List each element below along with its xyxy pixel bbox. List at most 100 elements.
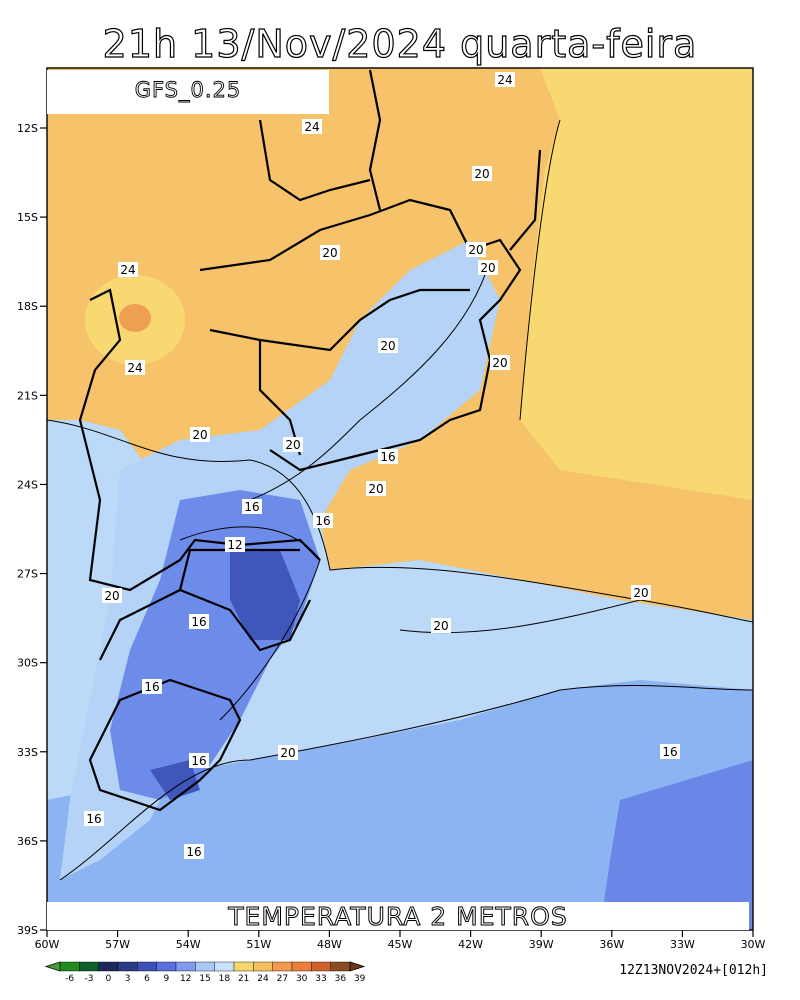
contour-label: 16 [189, 614, 209, 629]
svg-text:16: 16 [244, 500, 259, 514]
colorbar-tick-label: -6 [65, 974, 74, 984]
lat-tick-label: 24S [17, 478, 38, 491]
svg-text:24: 24 [304, 120, 319, 134]
map-fill [47, 68, 753, 930]
svg-text:20: 20 [468, 243, 483, 257]
colorbar-swatch [59, 961, 80, 972]
colorbar-swatch [156, 961, 177, 972]
political-borders [78, 69, 542, 812]
svg-text:20: 20 [633, 586, 648, 600]
lat-tick-label: 36S [17, 835, 38, 848]
svg-text:16: 16 [144, 680, 159, 694]
contour-label: 20 [190, 427, 210, 442]
svg-text:16: 16 [86, 812, 101, 826]
colorbar-tick-label: -3 [85, 974, 94, 984]
svg-text:20: 20 [480, 261, 495, 275]
colorbar-tick-label: 24 [257, 974, 269, 984]
svg-text:16: 16 [315, 514, 330, 528]
contour-label: 12 [225, 537, 245, 552]
contour-label: 16 [313, 513, 333, 528]
colorbar-tick-label: 21 [238, 974, 249, 984]
lon-tick-label: 57W [105, 938, 130, 951]
lat-tick-label: 39S [17, 924, 38, 937]
svg-text:12: 12 [227, 538, 242, 552]
colorbar-arrow-right [349, 961, 366, 972]
model-box: GFS_0.25 [47, 70, 329, 114]
lon-tick-label: 36W [599, 938, 624, 951]
contour-label: 16 [84, 811, 104, 826]
contour-label: 20 [466, 242, 486, 257]
colorbar-tick-label: 3 [125, 974, 131, 984]
contour-label: 16 [189, 753, 209, 768]
contour-label: 16 [184, 844, 204, 859]
svg-text:20: 20 [322, 246, 337, 260]
lat-tick-label: 18S [17, 300, 38, 313]
contour-labels: 24 24 20 20 20 20 24 24 20 20 20 20 16 20 16 16 12 20 20 20… [84, 72, 680, 859]
contour-label: 20 [102, 588, 122, 603]
contour-label: 24 [118, 262, 138, 277]
colorbar-tick-label: 27 [277, 974, 288, 984]
field-label: TEMPERATURA 2 METROS [228, 902, 568, 932]
contour-label: 20 [472, 166, 492, 181]
colorbar-tick-label: 12 [180, 974, 191, 984]
svg-text:20: 20 [285, 438, 300, 452]
svg-text:20: 20 [104, 589, 119, 603]
colorbar-swatch [117, 961, 138, 972]
lon-tick-label: 33W [670, 938, 695, 951]
lat-tick-label: 15S [17, 211, 38, 224]
contour-label: 16 [242, 499, 262, 514]
colorbar-swatch [330, 961, 351, 972]
lon-tick-label: 45W [388, 938, 413, 951]
colorbar-swatch [98, 961, 119, 972]
contour-lines [47, 119, 753, 881]
lat-tick-label: 33S [17, 746, 38, 759]
colorbar-swatch [253, 961, 273, 972]
lon-tick-label: 54W [176, 938, 201, 951]
svg-text:16: 16 [380, 450, 395, 464]
svg-text:16: 16 [191, 754, 206, 768]
colorbar-tick-label: 6 [144, 974, 150, 984]
contour-label: 20 [320, 245, 340, 260]
colorbar-swatch [291, 961, 312, 972]
svg-text:20: 20 [368, 482, 383, 496]
colorbar-swatch [195, 961, 215, 972]
colorbar-tick-label: 18 [219, 974, 231, 984]
model-label: GFS_0.25 [134, 78, 242, 103]
colorbar-tick-label: 15 [199, 974, 210, 984]
colorbar: -6 -3 0 3 6 9 12 15 18 21 24 27 30 33 36 39 [44, 961, 366, 984]
contour-label: 20 [631, 585, 651, 600]
contour-label: 20 [378, 338, 398, 353]
contour-label: 20 [490, 355, 510, 370]
contour-label: 20 [431, 618, 451, 633]
svg-text:16: 16 [662, 745, 677, 759]
svg-text:20: 20 [474, 167, 489, 181]
colorbar-tick-label: 39 [354, 974, 366, 984]
colorbar-tick-label: 33 [315, 974, 326, 984]
colorbar-swatch [79, 961, 99, 972]
colorbar-swatch [175, 961, 196, 972]
svg-text:24: 24 [120, 263, 135, 277]
lat-tick-label: 12S [17, 122, 38, 135]
lat-tick-label: 21S [17, 389, 38, 402]
run-label: 12Z13NOV2024+[012h] [619, 963, 768, 978]
field-box: TEMPERATURA 2 METROS [47, 902, 749, 932]
colorbar-tick-label: 9 [163, 974, 169, 984]
colorbar-tick-label: 30 [296, 974, 308, 984]
colorbar-swatch [214, 961, 235, 972]
contour-label: 20 [478, 260, 498, 275]
svg-text:24: 24 [127, 361, 142, 375]
contour-label: 24 [125, 360, 145, 375]
contour-label: 20 [283, 437, 303, 452]
contour-label: 20 [278, 745, 298, 760]
svg-text:20: 20 [380, 339, 395, 353]
colorbar-tick-label: 0 [105, 974, 111, 984]
lat-tick-label: 27S [17, 568, 38, 581]
colorbar-tick-label: 36 [335, 974, 347, 984]
contour-label: 24 [495, 72, 515, 87]
contour-label: 16 [142, 679, 162, 694]
lon-tick-label: 60W [35, 938, 60, 951]
lon-tick-label: 30W [741, 938, 766, 951]
colorbar-arrow-left [44, 961, 61, 972]
svg-text:20: 20 [192, 428, 207, 442]
